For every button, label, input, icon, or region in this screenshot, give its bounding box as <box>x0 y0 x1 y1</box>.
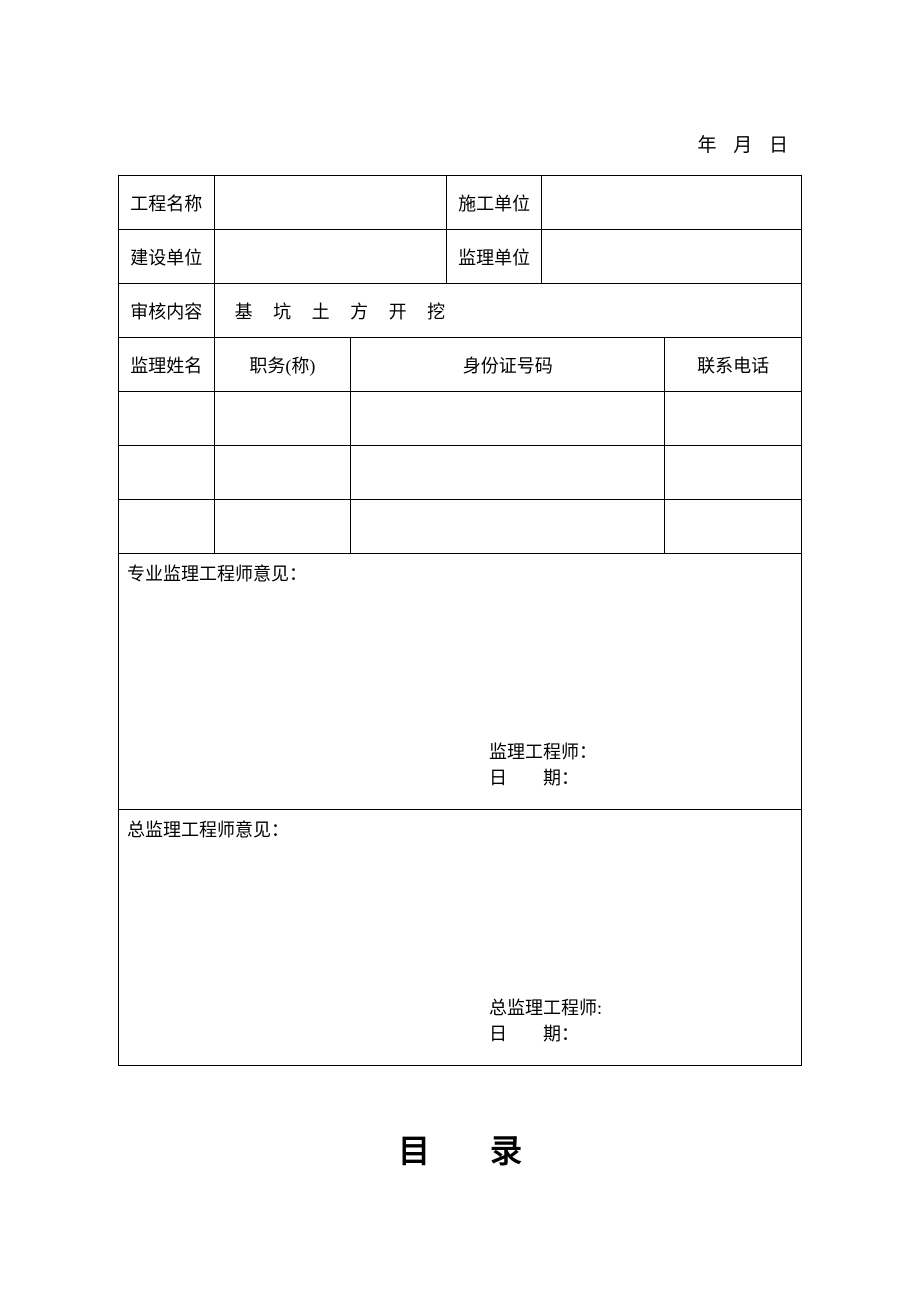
value-construction-unit <box>542 176 802 230</box>
col-supervisor-name: 监理姓名 <box>119 338 215 392</box>
row-build-unit: 建设单位 监理单位 <box>119 230 802 284</box>
chief-engineer-sig-label: 总监理工程师: <box>489 995 602 1021</box>
value-supervision-unit <box>542 230 802 284</box>
chief-signature-block: 总监理工程师: 日 期： <box>489 995 602 1047</box>
chief-date-label: 日 期： <box>489 1021 602 1047</box>
label-build-unit: 建设单位 <box>119 230 215 284</box>
pro-engineer-opinion-cell: 专业监理工程师意见： 监理工程师： 日 期： <box>119 554 802 810</box>
cell-position-3 <box>214 500 351 554</box>
row-review-content: 审核内容 基 坑 土 方 开 挖 <box>119 284 802 338</box>
label-project-name: 工程名称 <box>119 176 215 230</box>
date-line: 年 月 日 <box>118 130 802 157</box>
personnel-row-1 <box>119 392 802 446</box>
cell-phone-1 <box>665 392 802 446</box>
toc-heading: 目录 <box>118 1126 802 1172</box>
cell-name-3 <box>119 500 215 554</box>
row-personnel-header: 监理姓名 职务(称) 身份证号码 联系电话 <box>119 338 802 392</box>
cell-position-2 <box>214 446 351 500</box>
label-review-content: 审核内容 <box>119 284 215 338</box>
col-phone: 联系电话 <box>665 338 802 392</box>
cell-position-1 <box>214 392 351 446</box>
cell-phone-3 <box>665 500 802 554</box>
row-chief-engineer-opinion: 总监理工程师意见： 总监理工程师: 日 期： <box>119 810 802 1066</box>
value-project-name <box>214 176 446 230</box>
personnel-row-3 <box>119 500 802 554</box>
form-table: 工程名称 施工单位 建设单位 监理单位 审核内容 基 坑 土 方 开 挖 监理姓… <box>118 175 802 1066</box>
label-construction-unit: 施工单位 <box>446 176 542 230</box>
value-review-content: 基 坑 土 方 开 挖 <box>214 284 801 338</box>
col-id-number: 身份证号码 <box>351 338 665 392</box>
pro-opinion-title: 专业监理工程师意见： <box>127 560 793 586</box>
cell-phone-2 <box>665 446 802 500</box>
cell-id-3 <box>351 500 665 554</box>
cell-name-2 <box>119 446 215 500</box>
cell-id-1 <box>351 392 665 446</box>
pro-signature-block: 监理工程师： 日 期： <box>489 739 597 791</box>
label-supervision-unit: 监理单位 <box>446 230 542 284</box>
row-pro-engineer-opinion: 专业监理工程师意见： 监理工程师： 日 期： <box>119 554 802 810</box>
toc-char-1: 目 <box>398 1133 430 1169</box>
cell-name-1 <box>119 392 215 446</box>
value-build-unit <box>214 230 446 284</box>
personnel-row-2 <box>119 446 802 500</box>
col-position: 职务(称) <box>214 338 351 392</box>
row-project-name: 工程名称 施工单位 <box>119 176 802 230</box>
chief-engineer-opinion-cell: 总监理工程师意见： 总监理工程师: 日 期： <box>119 810 802 1066</box>
pro-date-label: 日 期： <box>489 765 597 791</box>
chief-opinion-title: 总监理工程师意见： <box>127 816 793 842</box>
pro-engineer-sig-label: 监理工程师： <box>489 739 597 765</box>
cell-id-2 <box>351 446 665 500</box>
toc-char-2: 录 <box>490 1133 522 1169</box>
